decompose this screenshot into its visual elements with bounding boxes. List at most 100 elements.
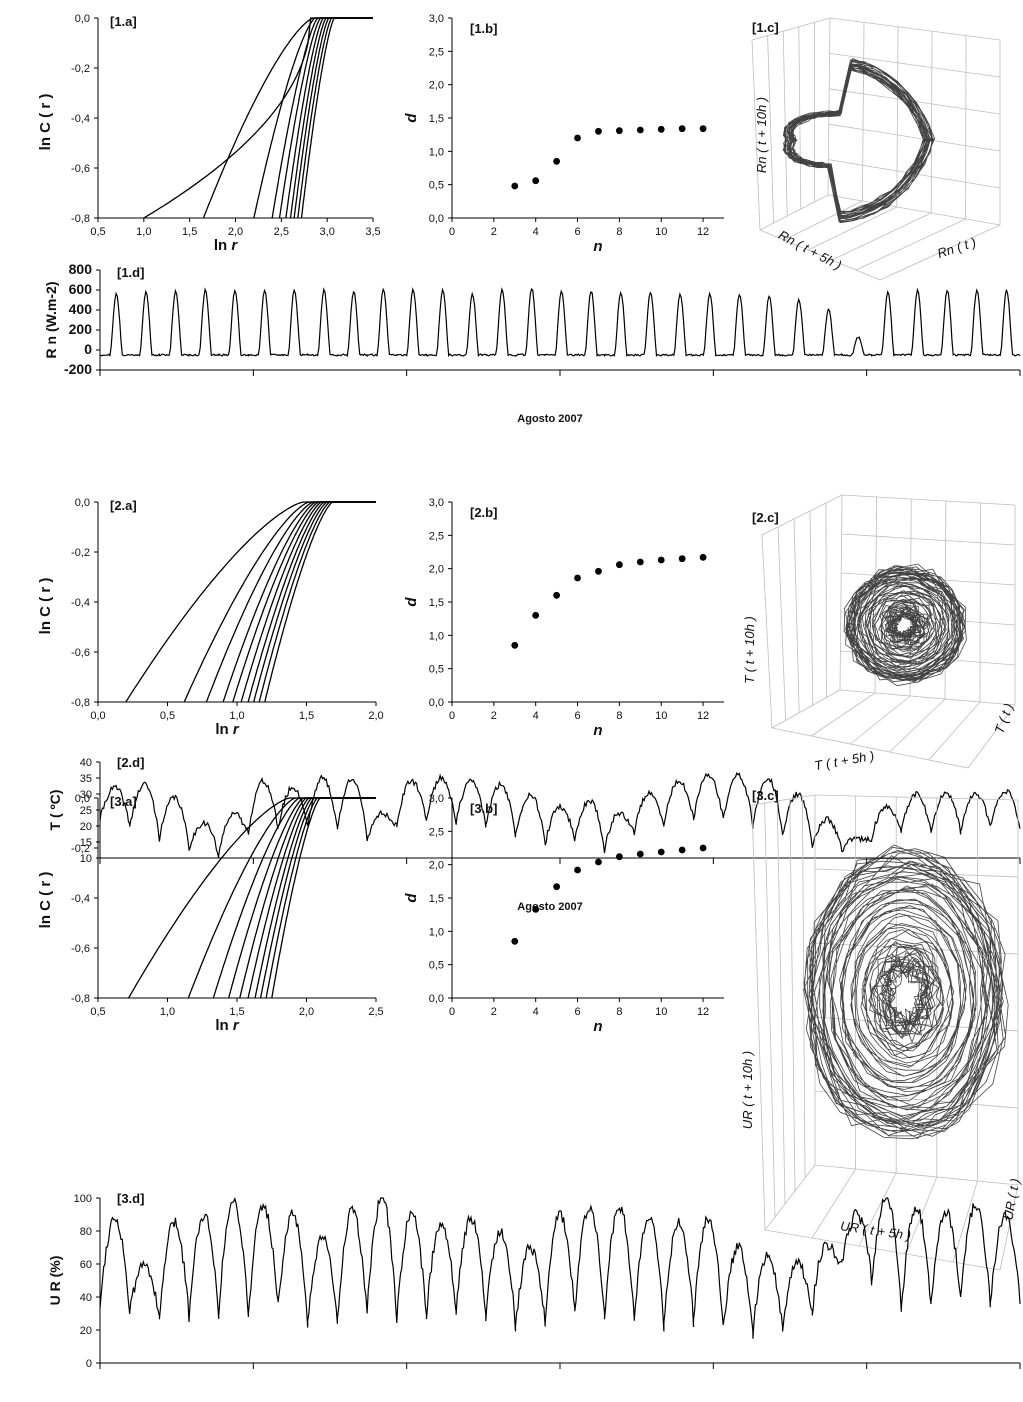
panel-label: [1.d] bbox=[117, 265, 144, 280]
correlation-curve bbox=[205, 501, 376, 703]
x-axis-label: Agosto 2007 bbox=[517, 413, 582, 425]
grid-line bbox=[944, 500, 947, 700]
correlation-curve bbox=[254, 797, 376, 999]
grid-line bbox=[831, 212, 932, 261]
axis-label-left: UR ( t + 5h ) bbox=[839, 1218, 912, 1243]
y-tick-label: -0,6 bbox=[71, 943, 90, 955]
grid-line bbox=[814, 1016, 1019, 1032]
series-line bbox=[99, 286, 1021, 358]
x-tick-label: 2 bbox=[491, 1006, 497, 1018]
grid-line bbox=[930, 31, 933, 214]
y-tick-label: 35 bbox=[80, 773, 92, 785]
x-tick-label: 0,5 bbox=[160, 710, 175, 722]
y-tick-label: -0,8 bbox=[71, 993, 90, 1005]
x-tick-label: 8 bbox=[616, 710, 622, 722]
y-axis-label: d bbox=[403, 597, 420, 607]
correlation-curve bbox=[228, 797, 376, 999]
correlation-curve bbox=[232, 501, 376, 703]
y-tick-label: 0,5 bbox=[429, 664, 444, 676]
x-tick-label: 0 bbox=[449, 1006, 455, 1018]
grid-line bbox=[928, 701, 981, 761]
panel-label: [2.b] bbox=[470, 505, 497, 520]
y-tick-label: -0,2 bbox=[71, 547, 90, 559]
x-tick-label: 6 bbox=[574, 710, 580, 722]
axis-lines bbox=[99, 1198, 1020, 1364]
axis-label-vertical: T ( t + 10h ) bbox=[742, 616, 757, 684]
x-tick-label: 2,5 bbox=[368, 1006, 383, 1018]
x-tick-label: 1,0 bbox=[136, 226, 151, 238]
x-tick-label: 10 bbox=[655, 226, 667, 238]
correlation-curve bbox=[240, 501, 376, 703]
box-edge bbox=[879, 224, 1001, 281]
y-tick-label: 1,0 bbox=[429, 630, 444, 642]
grid-line bbox=[811, 1168, 856, 1239]
x-axis-label: n bbox=[593, 722, 602, 739]
correlation-curve bbox=[125, 501, 376, 703]
grid-line bbox=[802, 796, 806, 1179]
y-axis-label: U R (%) bbox=[47, 1256, 63, 1306]
y-tick-label: 3,0 bbox=[429, 13, 444, 25]
y-axis-label: R n (W.m-2) bbox=[43, 282, 59, 359]
series-line bbox=[99, 1196, 1021, 1339]
attractor-trajectory bbox=[843, 563, 967, 687]
data-point bbox=[532, 177, 540, 185]
y-tick-label: 1,5 bbox=[429, 893, 444, 905]
panel-label: [2.c] bbox=[752, 510, 779, 525]
y-tick-label: 3,0 bbox=[429, 793, 444, 805]
correlation-curve bbox=[187, 797, 376, 999]
x-tick-label: 2,0 bbox=[368, 710, 383, 722]
y-tick-label: 2,5 bbox=[429, 530, 444, 542]
box-edge bbox=[764, 1229, 1001, 1271]
data-point bbox=[595, 858, 602, 866]
box-edge bbox=[759, 229, 881, 281]
correlation-curve bbox=[265, 797, 376, 999]
data-point bbox=[595, 567, 602, 575]
data-point bbox=[615, 127, 623, 135]
y-tick-label: 3,0 bbox=[429, 497, 444, 509]
data-point bbox=[553, 883, 561, 891]
panel-label: [3.b] bbox=[470, 801, 497, 816]
x-tick-label: 1,5 bbox=[182, 226, 197, 238]
axis-lines bbox=[97, 18, 373, 219]
x-tick-label: 8 bbox=[616, 1006, 622, 1018]
box-edge bbox=[751, 794, 816, 806]
panel-label: [3.d] bbox=[117, 1191, 144, 1206]
panel-2.a: 0,0-0,2-0,4-0,6-0,80,0 0,5 1,0 1,5 2,0[2.a]l… bbox=[37, 497, 384, 738]
x-axis-label: ln r bbox=[214, 237, 239, 254]
y-tick-label: 0,0 bbox=[75, 793, 90, 805]
box-edge bbox=[841, 494, 1016, 506]
box-edge bbox=[771, 727, 969, 769]
y-tick-label: 200 bbox=[69, 321, 93, 337]
correlation-curve bbox=[183, 501, 376, 703]
axis-lines bbox=[451, 18, 724, 219]
correlation-curve bbox=[253, 501, 376, 703]
x-tick-label: 8 bbox=[616, 226, 622, 238]
box-edge bbox=[839, 689, 1016, 706]
x-tick-label: 12 bbox=[697, 1006, 709, 1018]
panel-label: [2.d] bbox=[117, 755, 144, 770]
y-tick-label: -0,4 bbox=[71, 597, 90, 609]
grid-line bbox=[783, 200, 863, 241]
y-tick-label: 400 bbox=[69, 301, 93, 317]
y-tick-label: -0,6 bbox=[71, 163, 90, 175]
correlation-curve bbox=[278, 17, 373, 219]
panel-1.b: 3,0 2,5 2,0 1,5 1,0 0,5 0,0 0 2 4 6 8 10 12 [1.b] n d bbox=[403, 13, 724, 255]
x-axis-label: n bbox=[593, 238, 602, 255]
box-edge bbox=[751, 17, 831, 41]
box-edge bbox=[814, 1164, 1019, 1186]
x-tick-label: 0 bbox=[449, 710, 455, 722]
data-point bbox=[532, 905, 540, 913]
data-point bbox=[678, 846, 686, 854]
y-tick-label: -0,2 bbox=[71, 63, 90, 75]
grid-line bbox=[841, 533, 1016, 546]
data-point bbox=[574, 574, 581, 582]
y-tick-label: 0,0 bbox=[75, 497, 90, 509]
y-axis-label: d bbox=[403, 113, 420, 123]
x-tick-label: 0,5 bbox=[90, 226, 105, 238]
correlation-curve bbox=[202, 17, 373, 219]
data-point bbox=[511, 937, 519, 945]
y-tick-label: 2,0 bbox=[429, 80, 444, 92]
y-tick-label: 100 bbox=[74, 1193, 92, 1205]
data-point bbox=[615, 853, 623, 861]
correlation-curve bbox=[128, 797, 376, 999]
